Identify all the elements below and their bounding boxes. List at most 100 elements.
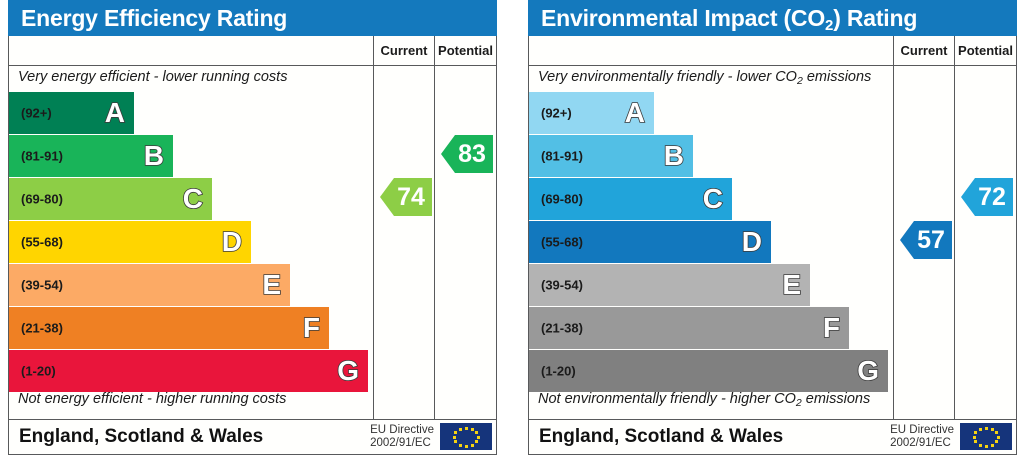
footer-directive-line2: 2002/91/EC xyxy=(370,437,431,449)
energy-efficiency-footer: England, Scotland & Wales EU Directive 2… xyxy=(8,420,497,455)
caption-top: Very environmentally friendly - lower CO… xyxy=(538,69,872,87)
caption-bottom: Not environmentally friendly - higher CO… xyxy=(538,391,871,409)
band-bar-a: (92+) A xyxy=(9,92,134,134)
footer-directive-line2: 2002/91/EC xyxy=(890,437,951,449)
column-separator-current xyxy=(373,36,374,419)
band-bar-a: (92+) A xyxy=(529,92,654,134)
potential-rating-value: 83 xyxy=(458,140,486,168)
band-row-b: (81-91) B xyxy=(529,135,893,177)
band-bar-f: (21-38) F xyxy=(529,307,849,349)
footer-region-label: England, Scotland & Wales xyxy=(539,426,784,447)
band-bar-e: (39-54) E xyxy=(529,264,810,306)
footer-directive-line1: EU Directive xyxy=(370,424,434,436)
band-letter-a: A xyxy=(104,97,126,128)
band-letter-c: C xyxy=(702,183,724,214)
band-range-e: (39-54) xyxy=(21,277,63,293)
caption-top: Very energy efficient - lower running co… xyxy=(18,69,288,85)
panel-title-suffix: ) Rating xyxy=(833,5,918,31)
band-bar-g: (1-20) G xyxy=(529,350,888,392)
band-row-c: (69-80) C xyxy=(529,178,893,220)
band-range-c: (69-80) xyxy=(21,191,63,207)
caption-bottom-suffix: emissions xyxy=(801,391,871,407)
band-letter-g: G xyxy=(336,355,359,386)
band-row-e: (39-54) E xyxy=(9,264,373,306)
band-range-a: (92+) xyxy=(21,105,52,121)
band-letter-f: F xyxy=(302,312,321,343)
energy-band-bars: (92+) A (81-91) B (69-80) C xyxy=(9,92,373,393)
current-rating-value: 74 xyxy=(397,183,425,211)
potential-rating-marker: 72 xyxy=(961,178,1013,216)
energy-efficiency-rating-panel: Energy Efficiency Rating Current Potenti… xyxy=(8,0,497,456)
band-letter-c: C xyxy=(182,183,204,214)
band-letter-e: E xyxy=(782,269,802,300)
potential-rating-marker: 83 xyxy=(441,135,493,173)
band-row-f: (21-38) F xyxy=(9,307,373,349)
environmental-band-bars: (92+) A (81-91) B (69-80) C xyxy=(529,92,893,393)
band-letter-b: B xyxy=(663,140,685,171)
column-separator-current xyxy=(893,36,894,419)
column-header-potential: Potential xyxy=(958,43,1013,58)
caption-bottom: Not energy efficient - higher running co… xyxy=(18,391,287,407)
caption-top-subscript: 2 xyxy=(796,75,803,87)
environmental-impact-footer: England, Scotland & Wales EU Directive 2… xyxy=(528,420,1017,455)
panel-title-text: Energy Efficiency Rating xyxy=(21,5,288,31)
band-range-f: (21-38) xyxy=(541,320,583,336)
band-range-f: (21-38) xyxy=(21,320,63,336)
band-bar-b: (81-91) B xyxy=(9,135,173,177)
caption-bottom-subscript: 2 xyxy=(795,397,802,409)
band-bar-d: (55-68) D xyxy=(9,221,251,263)
band-bar-c: (69-80) C xyxy=(529,178,732,220)
band-range-c: (69-80) xyxy=(541,191,583,207)
column-header-current: Current xyxy=(380,43,428,58)
band-bar-f: (21-38) F xyxy=(9,307,329,349)
column-header-current: Current xyxy=(900,43,948,58)
band-letter-g: G xyxy=(856,355,879,386)
band-range-b: (81-91) xyxy=(21,148,63,164)
footer-region-label: England, Scotland & Wales xyxy=(19,426,264,447)
environmental-impact-title: Environmental Impact (CO2) Rating xyxy=(528,0,1017,36)
column-separator-potential xyxy=(434,36,435,419)
header-rule xyxy=(9,65,496,66)
band-letter-e: E xyxy=(262,269,282,300)
environmental-impact-grid: Current Potential Very environmentally f… xyxy=(528,36,1017,420)
band-bar-c: (69-80) C xyxy=(9,178,212,220)
band-letter-f: F xyxy=(822,312,841,343)
band-bar-g: (1-20) G xyxy=(9,350,368,392)
current-rating-value: 57 xyxy=(917,226,945,254)
band-row-d: (55-68) D xyxy=(529,221,893,263)
caption-top-text: Very environmentally friendly - lower CO xyxy=(538,69,797,85)
band-row-c: (69-80) C xyxy=(9,178,373,220)
band-range-d: (55-68) xyxy=(541,234,583,250)
environmental-impact-rating-panel: Environmental Impact (CO2) Rating Curren… xyxy=(528,0,1017,456)
header-rule xyxy=(529,65,1016,66)
band-row-b: (81-91) B xyxy=(9,135,373,177)
band-bar-b: (81-91) B xyxy=(529,135,693,177)
band-range-d: (55-68) xyxy=(21,234,63,250)
footer-directive-line1: EU Directive xyxy=(890,424,954,436)
band-row-g: (1-20) G xyxy=(9,350,373,392)
eu-flag-icon xyxy=(960,423,1012,450)
column-header-potential: Potential xyxy=(438,43,493,58)
band-range-g: (1-20) xyxy=(541,363,576,379)
eu-flag-icon xyxy=(440,423,492,450)
band-bar-e: (39-54) E xyxy=(9,264,290,306)
energy-efficiency-title: Energy Efficiency Rating xyxy=(8,0,497,36)
band-letter-a: A xyxy=(624,97,646,128)
caption-top-suffix: emissions xyxy=(802,69,872,85)
current-rating-marker: 57 xyxy=(900,221,952,259)
column-separator-potential xyxy=(954,36,955,419)
band-range-g: (1-20) xyxy=(21,363,56,379)
current-rating-marker: 74 xyxy=(380,178,432,216)
title-co2-subscript: 2 xyxy=(825,17,834,34)
band-row-f: (21-38) F xyxy=(529,307,893,349)
band-row-e: (39-54) E xyxy=(529,264,893,306)
band-letter-d: D xyxy=(221,226,243,257)
footer-directive: EU Directive 2002/91/EC xyxy=(890,424,954,450)
caption-bottom-text: Not environmentally friendly - higher CO xyxy=(538,391,796,407)
footer-directive: EU Directive 2002/91/EC xyxy=(370,424,434,450)
potential-rating-value: 72 xyxy=(978,183,1006,211)
band-row-d: (55-68) D xyxy=(9,221,373,263)
band-range-b: (81-91) xyxy=(541,148,583,164)
band-range-a: (92+) xyxy=(541,105,572,121)
